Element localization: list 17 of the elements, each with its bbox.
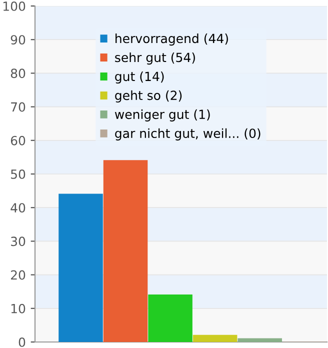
y-tick-label: 60 — [10, 136, 26, 146]
y-tick-label: 10 — [11, 304, 26, 314]
legend-label: weniger gut (1) — [114, 109, 210, 122]
legend-label: sehr gut (54) — [115, 52, 195, 65]
legend-label: hervorragend (44) — [116, 34, 228, 46]
legend-label: geht so (2) — [115, 90, 182, 103]
y-tick-label: 0 — [18, 337, 26, 347]
y-tick-label: 100 — [3, 1, 26, 11]
y-tick-label: 50 — [11, 169, 26, 179]
legend-label: gut (14) — [115, 71, 164, 84]
y-tick-label: 90 — [10, 35, 26, 45]
y-tick-label: 30 — [11, 236, 26, 246]
y-tick-label: 70 — [11, 102, 26, 112]
y-tick-label: 80 — [10, 68, 26, 78]
legend-label: gar nicht gut, weil... (0) — [115, 128, 260, 140]
y-tick-label: 20 — [10, 270, 26, 280]
y-tick-label: 40 — [10, 203, 26, 213]
